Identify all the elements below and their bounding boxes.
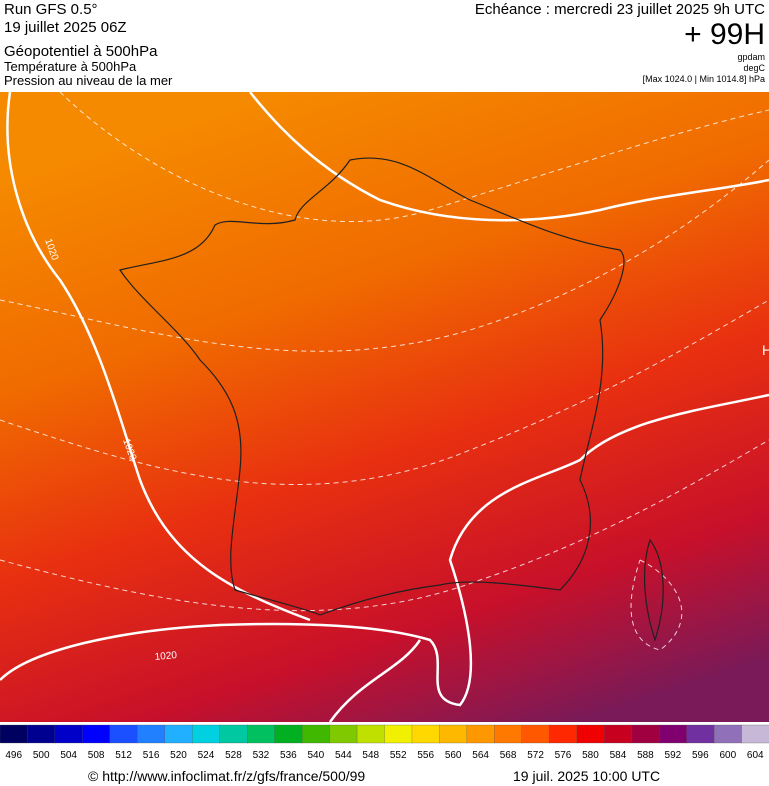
colorbar-swatch [686, 724, 715, 744]
colorbar-swatch [164, 724, 193, 744]
colorbar-swatch [192, 724, 221, 744]
colorbar-label: 540 [307, 750, 324, 761]
colorbar-label: 556 [417, 750, 434, 761]
colorbar-swatch [631, 724, 660, 744]
colorbar-swatch [54, 724, 84, 744]
colorbar-label: 580 [582, 750, 599, 761]
colorbar-swatch [329, 724, 358, 744]
colorbar-swatch [713, 724, 743, 744]
colorbar-label: 524 [198, 750, 215, 761]
run-date: 19 juillet 2025 06Z [4, 19, 127, 36]
isotherms [0, 91, 769, 651]
colorbar-label: 496 [5, 750, 22, 761]
colorbar-swatch [274, 724, 303, 744]
colorbar-swatch [0, 724, 29, 744]
colorbar-label: 516 [143, 750, 160, 761]
colorbar-label: 544 [335, 750, 352, 761]
high-marker: H [762, 342, 769, 358]
colorbar-label: 572 [527, 750, 544, 761]
coastline [119, 157, 664, 642]
unit: degC [743, 63, 765, 73]
colorbar-label: 504 [60, 750, 77, 761]
colorbar-label: 596 [692, 750, 709, 761]
colorbar-swatch [411, 724, 441, 744]
colorbar-swatch [466, 724, 496, 744]
colorbar-label: 512 [115, 750, 132, 761]
colorbar-swatch [439, 724, 468, 744]
colorbar-swatch [356, 724, 386, 744]
isobars [0, 91, 769, 723]
colorbar-swatch [384, 724, 413, 744]
colorbar-label: 600 [719, 750, 736, 761]
map-field [0, 92, 769, 722]
colorbar-swatch [247, 724, 276, 744]
colorbar-label: 588 [637, 750, 654, 761]
colorbar-swatch [549, 724, 578, 744]
max-min: [Max 1024.0 | Min 1014.8] hPa [643, 74, 765, 84]
lead-time: + 99H [684, 18, 765, 51]
colorbar-label: 532 [253, 750, 270, 761]
colorbar-label: 564 [472, 750, 489, 761]
colorbar-label: 584 [610, 750, 627, 761]
colorbar-swatch [658, 724, 688, 744]
colorbar-swatch [82, 724, 111, 744]
colorbar-label: 528 [225, 750, 242, 761]
colorbar-label: 536 [280, 750, 297, 761]
colorbar-label: 520 [170, 750, 187, 761]
colorbar-swatch [301, 724, 331, 744]
colorbar-swatch [219, 724, 248, 744]
source-url: © http://www.infoclimat.fr/z/gfs/france/… [88, 768, 365, 784]
colorbar-swatch [741, 724, 769, 744]
header: Run GFS 0.5° 19 juillet 2025 06Z Géopote… [4, 1, 766, 88]
run: Run GFS 0.5° [4, 1, 98, 18]
colorbar-swatch [604, 724, 633, 744]
colorbar-swatch [521, 724, 550, 744]
colorbar-swatch [27, 724, 56, 744]
colorbar-label: 576 [555, 750, 572, 761]
colorbar-label: 592 [665, 750, 682, 761]
colorbar-swatch [576, 724, 605, 744]
colorbar-swatch [137, 724, 166, 744]
contour-label: 1020 [154, 650, 178, 663]
map: 1020 1020 1020 H [0, 91, 769, 723]
field: Géopotentiel à 500hPa [4, 43, 158, 60]
field: Température à 500hPa [4, 59, 137, 74]
colorbar: 496 500 504 508 512 516 520 524 528 532 536 540 544 5… [0, 724, 769, 761]
colorbar-label: 560 [445, 750, 462, 761]
issue-time: 19 juil. 2025 10:00 UTC [513, 768, 660, 784]
colorbar-label: 500 [33, 750, 50, 761]
unit: gpdam [737, 52, 765, 62]
colorbar-label: 508 [88, 750, 105, 761]
echeance: Echéance : mercredi 23 juillet 2025 9h U… [475, 1, 765, 18]
field: Pression au niveau de la mer [4, 73, 173, 88]
colorbar-label: 548 [362, 750, 379, 761]
colorbar-label: 604 [747, 750, 764, 761]
colorbar-label: 568 [500, 750, 517, 761]
colorbar-swatch [494, 724, 523, 744]
colorbar-label: 552 [390, 750, 407, 761]
colorbar-swatch [109, 724, 138, 744]
